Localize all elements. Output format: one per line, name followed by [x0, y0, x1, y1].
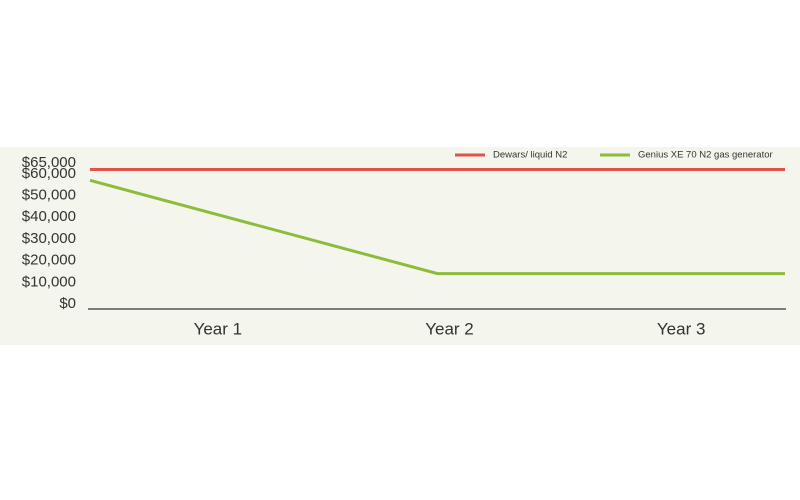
x-tick-label: Year 1: [194, 319, 243, 338]
plot-background: [0, 147, 800, 345]
y-tick-label: $65,000: [22, 154, 76, 171]
y-tick-label: $0: [59, 295, 76, 312]
y-tick-label: $60,000: [22, 165, 76, 182]
x-tick-label: Year 2: [425, 319, 474, 338]
y-tick-label: $10,000: [22, 273, 76, 290]
x-tick-label: Year 3: [657, 319, 706, 338]
y-tick-label: $40,000: [22, 208, 76, 225]
y-tick-label: $30,000: [22, 230, 76, 247]
y-tick-label: $50,000: [22, 187, 76, 204]
legend-label: Genius XE 70 N2 gas generator: [638, 150, 773, 161]
legend-label: Dewars/ liquid N2: [493, 150, 567, 161]
y-tick-label: $20,000: [22, 252, 76, 269]
series-line: [89, 178, 785, 276]
